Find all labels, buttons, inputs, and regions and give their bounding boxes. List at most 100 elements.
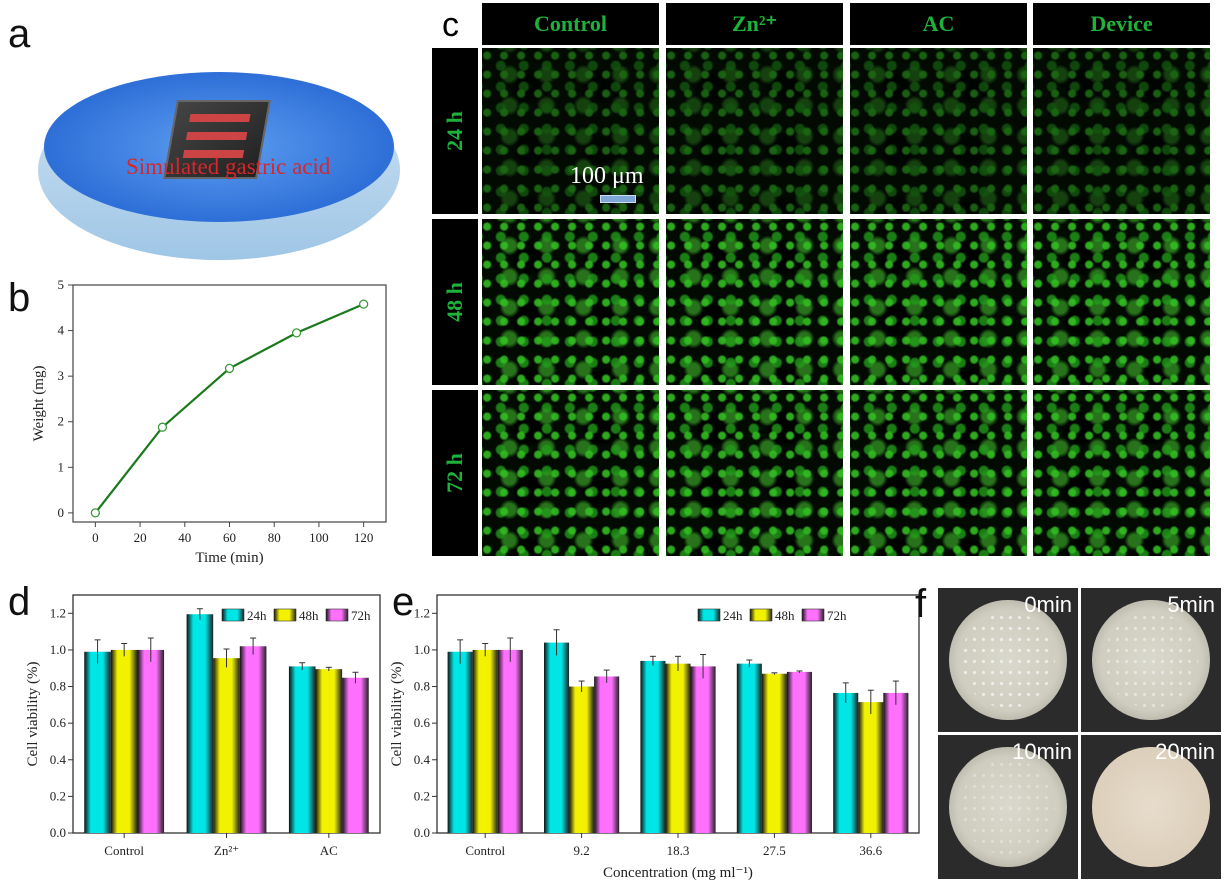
cell-viability-chart-d: 0.0 0.2 0.4 0.6 0.8 1.0 1.2 Cell viability (%) C… bbox=[25, 594, 381, 858]
y-tick-label: 0.0 bbox=[50, 825, 66, 840]
bar bbox=[690, 666, 716, 833]
row-label: 48 h bbox=[432, 219, 478, 385]
legend-swatch bbox=[221, 608, 245, 622]
y-tick-label: 5 bbox=[58, 277, 65, 292]
bar bbox=[594, 676, 620, 833]
x-tick-label: Control bbox=[465, 843, 505, 858]
bar bbox=[342, 677, 369, 833]
agar-surface bbox=[1092, 599, 1210, 721]
y-tick-label: 0 bbox=[58, 505, 65, 520]
agar-surface bbox=[949, 599, 1067, 721]
x-tick-label: Control bbox=[104, 843, 144, 858]
scale-bar bbox=[600, 195, 636, 203]
x-tick-label: 20 bbox=[134, 530, 147, 545]
bar bbox=[213, 658, 240, 833]
agar-plate: 5min bbox=[1081, 588, 1221, 732]
y-tick-label: 1.2 bbox=[50, 605, 66, 620]
data-point bbox=[157, 422, 168, 432]
panel-label-b: b bbox=[8, 276, 31, 320]
y-tick-label: 1 bbox=[58, 459, 65, 474]
y-tick-label: 0.4 bbox=[50, 752, 67, 767]
fluorescence-image bbox=[850, 219, 1027, 385]
bar bbox=[186, 614, 214, 833]
x-tick-label: 120 bbox=[354, 530, 374, 545]
plate-time-label: 5min bbox=[1167, 592, 1215, 617]
fluorescence-image bbox=[482, 219, 659, 385]
row-label-text: 48 h bbox=[442, 282, 467, 322]
plot-frame bbox=[72, 284, 387, 523]
panel-a-caption: Simulated gastric acid bbox=[126, 154, 331, 179]
bar bbox=[447, 651, 473, 833]
bar bbox=[472, 649, 498, 833]
legend-label: 48h bbox=[775, 608, 795, 623]
legend-label: 72h bbox=[351, 608, 371, 623]
bar bbox=[544, 642, 570, 833]
bar bbox=[833, 692, 859, 833]
y-tick-label: 0.0 bbox=[414, 825, 430, 840]
fluorescence-image bbox=[850, 48, 1027, 214]
bar bbox=[858, 702, 884, 833]
legend-label: 24h bbox=[247, 608, 267, 623]
data-line bbox=[94, 303, 365, 514]
agar-plate: 0min bbox=[938, 588, 1078, 732]
y-tick-label: 0.8 bbox=[50, 679, 66, 694]
y-axis-label: Cell viability (%) bbox=[25, 662, 41, 767]
column-header: Device bbox=[1033, 3, 1210, 45]
bar bbox=[84, 651, 111, 833]
bar bbox=[736, 663, 762, 833]
x-tick-label: 27.5 bbox=[763, 843, 786, 858]
y-tick-label: 2 bbox=[58, 414, 65, 429]
fluorescence-image bbox=[666, 219, 843, 385]
y-tick-label: 1.0 bbox=[50, 642, 66, 657]
scale-bar-label: 100 μm bbox=[570, 163, 644, 189]
bar bbox=[137, 649, 165, 833]
bar bbox=[239, 646, 267, 833]
x-tick-label: 0 bbox=[92, 530, 99, 545]
y-tick-label: 0.8 bbox=[414, 679, 430, 694]
petri-dish-illustration: Simulated gastric acid bbox=[30, 20, 410, 270]
column-header: AC bbox=[850, 3, 1027, 45]
legend-swatch bbox=[801, 608, 825, 622]
fluorescence-image bbox=[1033, 390, 1210, 556]
y-tick-label: 0.2 bbox=[414, 788, 430, 803]
y-tick-label: 0.6 bbox=[50, 715, 67, 730]
agar-plate: 10min bbox=[938, 735, 1078, 879]
cell-viability-chart-e: 0.0 0.2 0.4 0.6 0.8 1.0 1.2 Cell viability (%) C… bbox=[389, 594, 920, 881]
panel-label-c: c bbox=[442, 6, 459, 44]
plate-time-label: 0min bbox=[1024, 592, 1072, 617]
y-tick-label: 0.4 bbox=[414, 752, 431, 767]
panel-label-f: f bbox=[915, 582, 927, 626]
legend-label: 48h bbox=[299, 608, 319, 623]
legend-swatch bbox=[273, 608, 297, 622]
y-tick-label: 1.0 bbox=[414, 642, 430, 657]
y-tick-label: 1.2 bbox=[414, 605, 430, 620]
fluorescence-image bbox=[1033, 48, 1210, 214]
y-axis-label: Cell viability (%) bbox=[389, 662, 405, 767]
data-point bbox=[224, 363, 235, 374]
data-point bbox=[358, 299, 369, 309]
legend-label: 72h bbox=[827, 608, 847, 623]
bar bbox=[288, 666, 316, 833]
panel-label-a: a bbox=[8, 12, 31, 56]
bar bbox=[110, 649, 138, 833]
y-axis-label: Weight (mg) bbox=[31, 366, 47, 442]
panel-label-e: e bbox=[392, 580, 415, 624]
x-axis-label: Time (min) bbox=[195, 550, 263, 566]
legend-swatch bbox=[697, 608, 721, 622]
fluorescence-image bbox=[850, 390, 1027, 556]
x-tick-label: 80 bbox=[268, 530, 281, 545]
x-tick-label: 40 bbox=[178, 530, 191, 545]
legend-swatch bbox=[325, 608, 349, 622]
x-tick-label: AC bbox=[320, 843, 338, 858]
fluorescence-image bbox=[666, 48, 843, 214]
legend-label: 24h bbox=[723, 608, 743, 623]
fluorescence-image bbox=[666, 390, 843, 556]
data-point bbox=[90, 508, 101, 518]
x-axis-label: Concentration (mg ml⁻¹) bbox=[603, 865, 753, 881]
column-header: Control bbox=[482, 3, 659, 45]
fluorescence-image bbox=[1033, 219, 1210, 385]
panel-label-d: d bbox=[8, 580, 31, 624]
data-point bbox=[291, 328, 302, 338]
x-tick-label: 36.6 bbox=[859, 843, 882, 858]
bar bbox=[761, 673, 787, 833]
